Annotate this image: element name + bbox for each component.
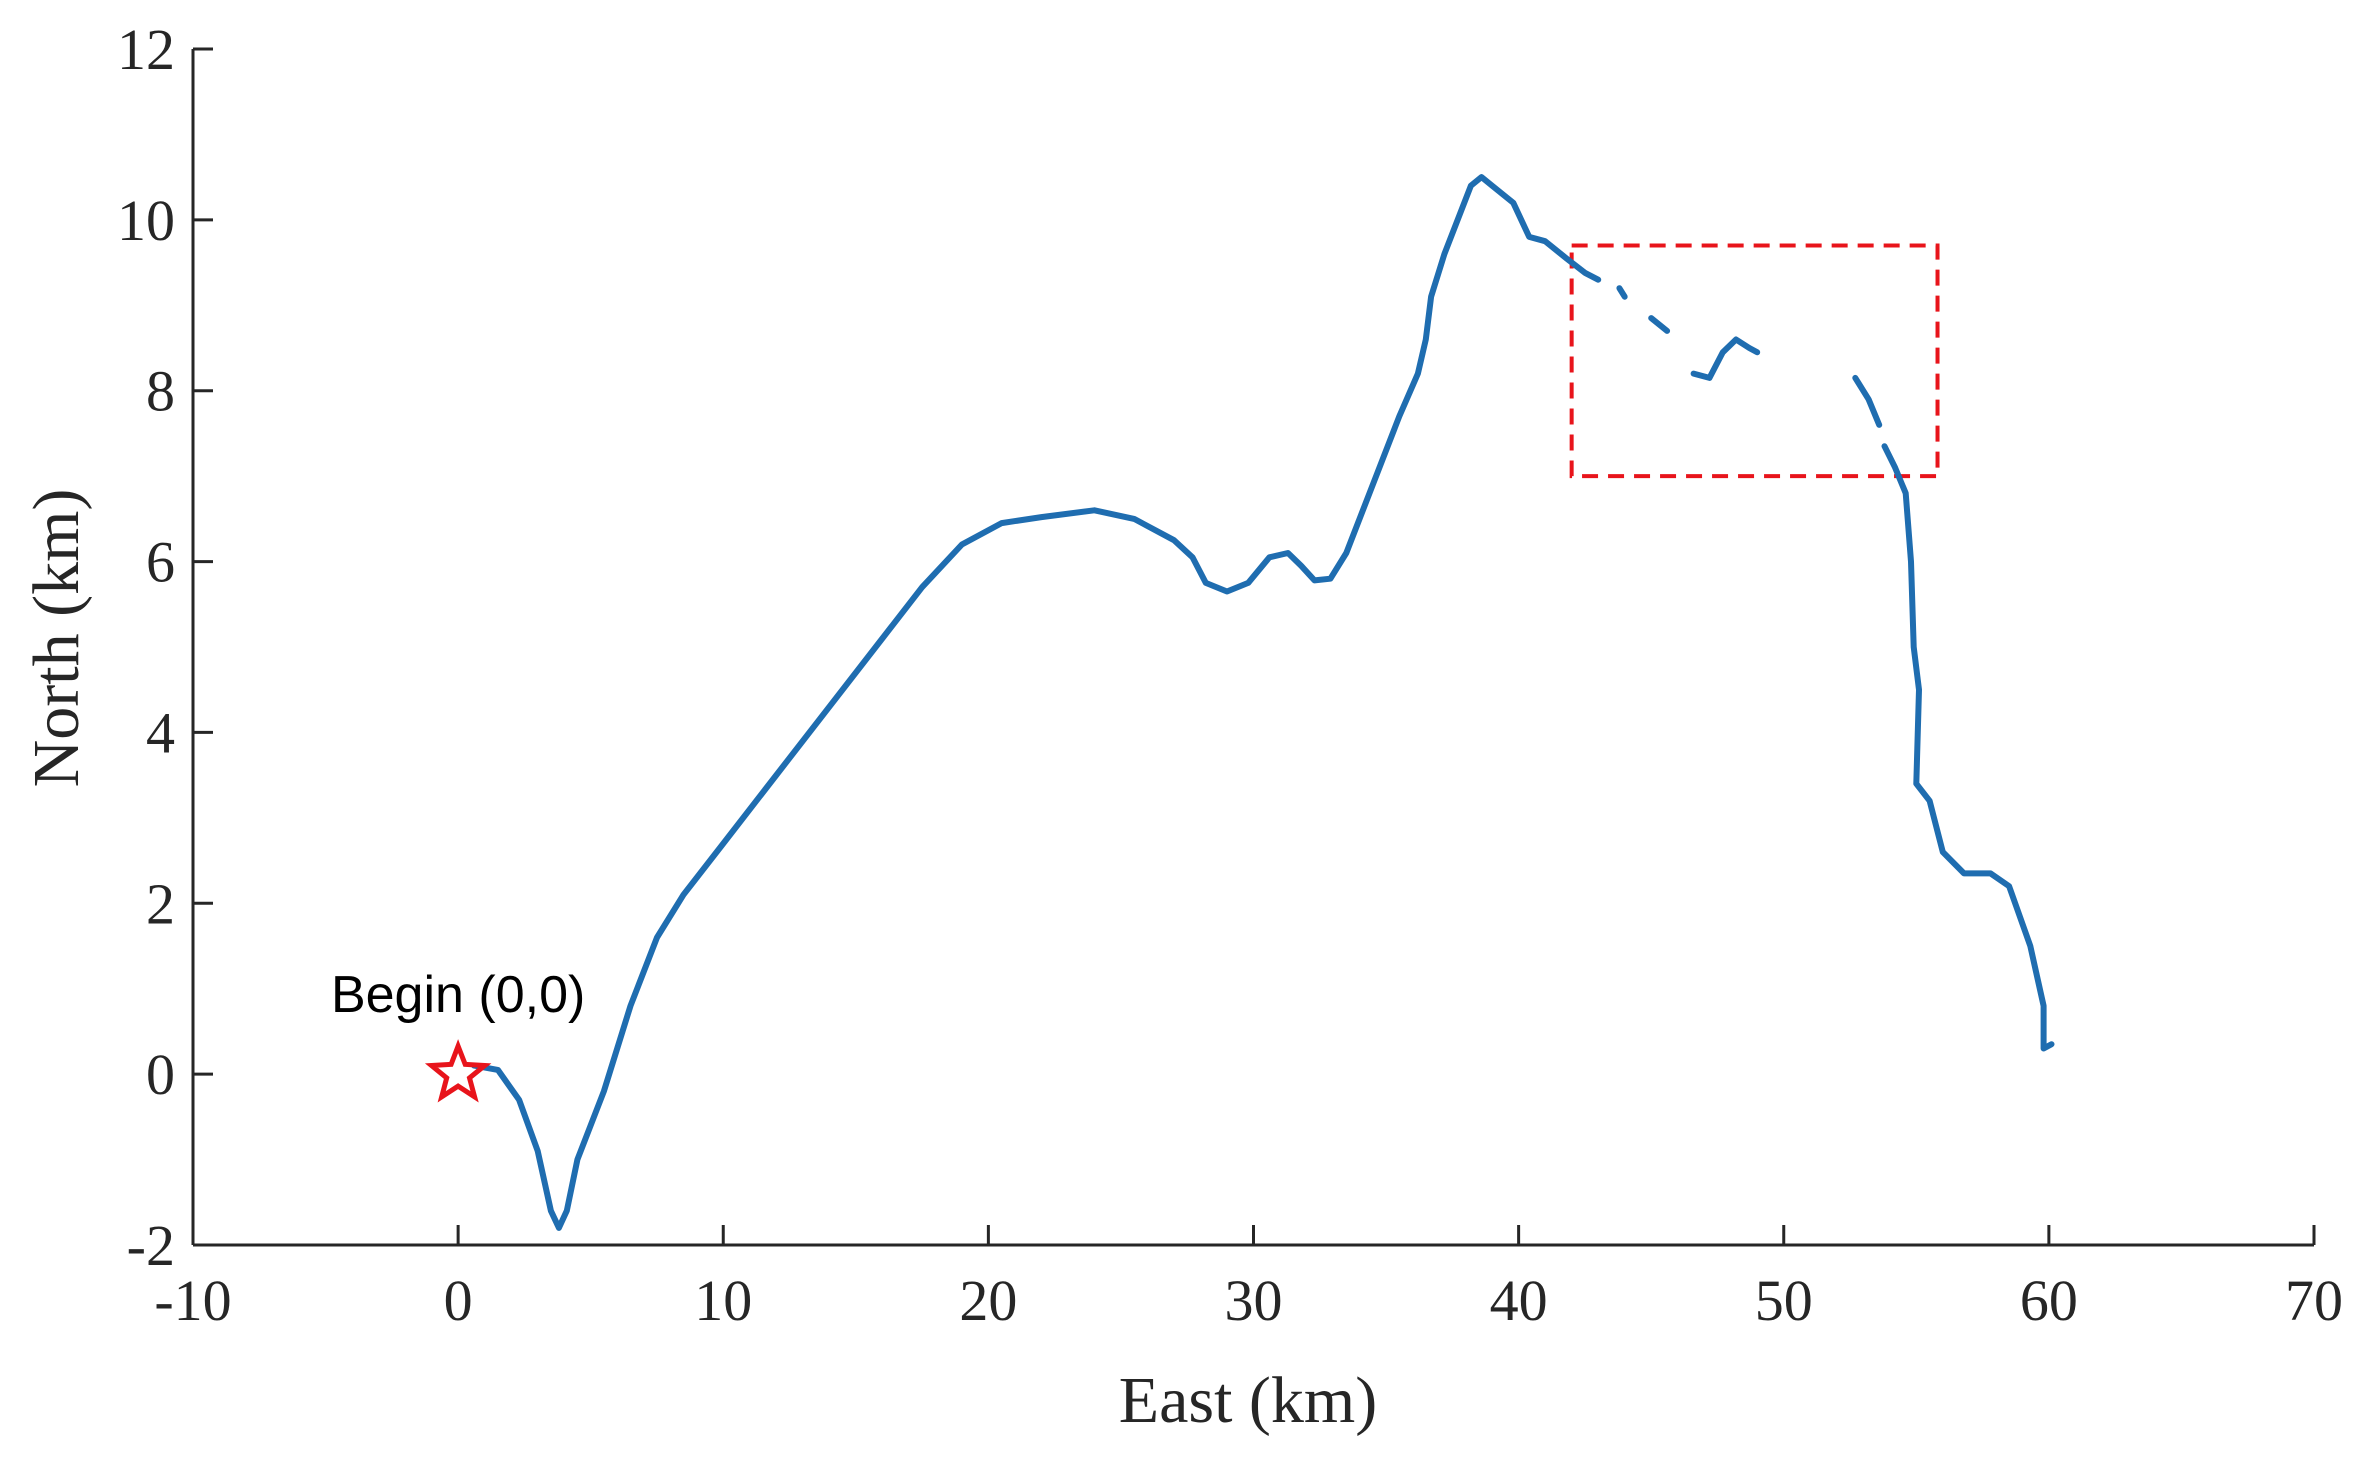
y-tick-label: -2 [127,1213,175,1278]
y-tick-label: 2 [146,871,175,936]
y-tick-label: 6 [146,530,175,595]
y-tick-label: 12 [117,17,175,82]
x-tick-label: 10 [694,1268,752,1333]
begin-annotation-label: Begin (0,0) [331,966,585,1024]
y-tick-label: 8 [146,359,175,424]
highlight-box [1569,243,1940,479]
trajectory-line-segment [1852,374,1883,428]
axes [191,49,2314,1247]
trajectory-line-segment [1690,336,1761,381]
trajectory-line-segment [471,174,1602,1231]
annotation-layer: Begin (0,0) [331,966,585,1103]
x-tick-label: -10 [154,1268,231,1333]
series-layer [471,174,2055,1231]
x-tick-label: 70 [2285,1268,2343,1333]
trajectory-line-segment [1616,285,1628,300]
begin-star-marker [424,1039,492,1103]
trajectory-line-segment [1881,443,2055,1052]
x-tick-label: 50 [1755,1268,1813,1333]
y-tick-label: 0 [146,1042,175,1107]
x-axis-title: East (km) [1119,1364,1377,1437]
ticks: -10 0 10 20 30 40 50 60 70 -2 0 2 4 6 8 10 12 [117,17,2343,1333]
trajectory-line-segment [1648,315,1671,334]
x-tick-label: 20 [959,1268,1017,1333]
x-tick-label: 40 [1490,1268,1548,1333]
x-tick-label: 60 [2020,1268,2078,1333]
x-tick-label: 30 [1225,1268,1283,1333]
y-tick-label: 10 [117,188,175,253]
y-axis-title: North (km) [20,489,93,788]
x-tick-label: 0 [444,1268,473,1333]
highlight-box-layer [1569,243,1940,479]
y-tick-label: 4 [146,700,175,765]
